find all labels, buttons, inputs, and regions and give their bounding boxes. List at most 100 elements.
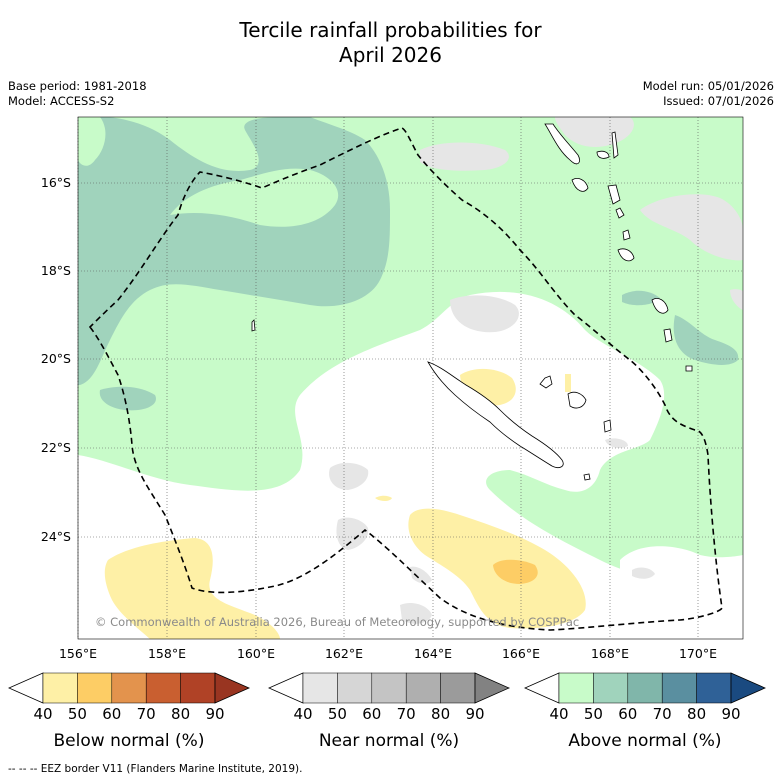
colorbar-title-below: Below normal (%) <box>53 731 205 751</box>
near-normal-patch-8 <box>410 566 432 584</box>
loyalty-island-3 <box>603 419 612 433</box>
colorbar-near-normal <box>268 672 510 704</box>
vanuatu-2 <box>611 131 619 159</box>
colorbar-extend-low <box>268 672 304 704</box>
vanuatu-11 <box>685 365 693 372</box>
model-text: Model: ACCESS-S2 <box>8 94 115 108</box>
colorbar-tick-label: 50 <box>67 705 87 723</box>
gridlines <box>77 117 743 639</box>
colorbar-segment <box>302 672 338 704</box>
above-normal-60-patch-1 <box>99 386 156 411</box>
colorbar-above-normal <box>524 672 766 704</box>
meta-right: Model run: 05/01/2026 Issued: 07/01/2026 <box>643 79 774 109</box>
colorbar-segment <box>180 672 216 704</box>
colorbar-extend-low <box>8 672 44 704</box>
near-normal-patch-4 <box>450 295 519 333</box>
near-normal-patch-7 <box>336 517 369 550</box>
vanuatu-9 <box>651 298 669 314</box>
lon-label-160e: 160°E <box>236 646 275 661</box>
colorbar-segment <box>145 672 181 704</box>
lon-label-166e: 166°E <box>501 646 540 661</box>
near-normal-patch-5 <box>730 289 743 310</box>
colorbar-tick-label: 90 <box>205 705 225 723</box>
eez-footnote: -- -- -- EEZ border V11 (Flanders Marine… <box>8 763 303 775</box>
colorbar-extend-high <box>474 672 510 704</box>
near-normal-patch-6 <box>329 462 369 490</box>
colorbar-tick-label: 40 <box>549 705 569 723</box>
lon-label-168e: 168°E <box>590 646 629 661</box>
lat-label-24s: 24°S <box>40 529 71 544</box>
vanuatu-5 <box>607 184 621 205</box>
colorbar-segment <box>627 672 663 704</box>
vanuatu-3 <box>596 150 610 159</box>
below-normal-patch-4 <box>565 374 571 392</box>
colorbar-title-near: Near normal (%) <box>318 731 460 751</box>
loyalty-island-1 <box>539 375 553 389</box>
colorbar-tick-label: 70 <box>396 705 416 723</box>
lat-label-20s: 20°S <box>40 351 71 366</box>
colorbar-tick-label: 80 <box>431 705 451 723</box>
colorbar-segment <box>696 672 732 704</box>
colorbar-tick-label: 60 <box>362 705 382 723</box>
copyright-text: © Commonwealth of Australia 2026, Bureau… <box>95 615 580 629</box>
colorbar-segment <box>42 672 78 704</box>
colorbar-tick-label: 50 <box>327 705 347 723</box>
lon-label-170e: 170°E <box>678 646 717 661</box>
eez-border <box>88 127 723 631</box>
colorbar-segment <box>558 672 594 704</box>
lon-label-156e: 156°E <box>58 646 97 661</box>
base-period-text: Base period: 1981-2018 <box>8 79 147 93</box>
colorbar-segment <box>405 672 441 704</box>
vanuatu-10 <box>663 328 673 343</box>
lon-label-162e: 162°E <box>324 646 363 661</box>
colorbar-segment <box>337 672 373 704</box>
model-run-text: Model run: 05/01/2026 <box>642 79 774 93</box>
colorbar-segment <box>111 672 147 704</box>
colorbar-tick-label: 90 <box>721 705 741 723</box>
colorbar-tick-label: 60 <box>618 705 638 723</box>
colorbar-below-normal <box>8 672 250 704</box>
colorbar-extend-high <box>214 672 250 704</box>
colorbar-tick-label: 50 <box>583 705 603 723</box>
chesterfield <box>251 319 256 332</box>
vanuatu-8 <box>617 248 635 262</box>
above-normal-60-patch-2 <box>622 290 660 306</box>
lat-label-18s: 18°S <box>40 263 71 278</box>
colorbar-segment <box>371 672 407 704</box>
colorbar-segment <box>77 672 113 704</box>
colorbar-tick-label: 80 <box>171 705 191 723</box>
colorbar-extend-high <box>730 672 766 704</box>
land-masses <box>251 123 693 481</box>
colorbar-tick-label: 70 <box>136 705 156 723</box>
below-normal-patch-5 <box>375 495 392 501</box>
new-caledonia <box>427 361 564 468</box>
colorbar-segment <box>593 672 629 704</box>
meta-left: Base period: 1981-2018 Model: ACCESS-S2 <box>8 79 147 109</box>
map-frame <box>77 116 744 640</box>
colorbar-tick-label: 80 <box>687 705 707 723</box>
colorbar-tick-label: 60 <box>102 705 122 723</box>
map-title: Tercile rainfall probabilities for April… <box>0 18 781 68</box>
colorbar-title-above: Above normal (%) <box>568 731 722 751</box>
isle-of-pines <box>583 473 591 481</box>
near-normal-patch-3 <box>640 194 743 261</box>
vanuatu-1 <box>544 123 580 165</box>
colorbar-tick-label: 40 <box>293 705 313 723</box>
near-normal-patch-2 <box>420 142 509 171</box>
colorbar-extend-low <box>524 672 560 704</box>
no-signal-region <box>78 291 743 639</box>
above-normal-gap-2 <box>78 117 106 166</box>
near-normal-patch-9 <box>400 603 432 624</box>
title-line-1: Tercile rainfall probabilities for <box>239 18 542 42</box>
no-signal-region-east <box>620 546 743 639</box>
colorbar-segment <box>661 672 697 704</box>
issued-text: Issued: 07/01/2026 <box>663 94 774 108</box>
vanuatu-4 <box>571 178 589 192</box>
title-line-2: April 2026 <box>339 43 442 67</box>
lon-label-158e: 158°E <box>147 646 186 661</box>
above-normal-60-patch-3 <box>673 315 739 365</box>
near-normal-patch-10 <box>632 567 655 579</box>
lon-label-164e: 164°E <box>413 646 452 661</box>
